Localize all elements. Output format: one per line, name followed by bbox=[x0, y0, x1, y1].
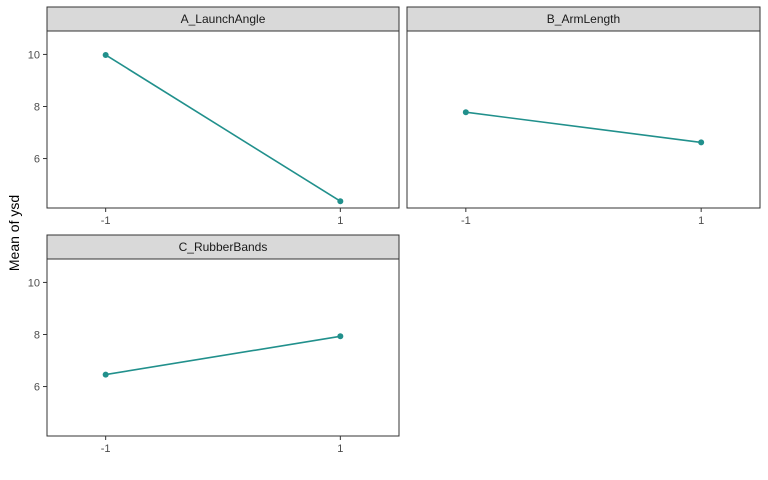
y-tick-label: 10 bbox=[28, 277, 40, 289]
x-tick-label: -1 bbox=[101, 443, 111, 455]
y-tick-label: 6 bbox=[34, 382, 40, 394]
series-line bbox=[105, 335, 341, 376]
strip-background bbox=[406, 6, 761, 32]
x-tick-label: 1 bbox=[337, 443, 343, 455]
data-point bbox=[698, 139, 705, 146]
series-line bbox=[465, 111, 702, 144]
strip-background bbox=[46, 6, 400, 32]
x-tick-label: 1 bbox=[337, 215, 343, 227]
y-tick-label: 10 bbox=[28, 49, 40, 61]
series-line bbox=[105, 54, 341, 202]
strip-label: B_ArmLength bbox=[547, 12, 620, 26]
data-point bbox=[337, 333, 344, 340]
y-axis-title: Mean of ysd bbox=[6, 195, 22, 271]
y-tick-label: 8 bbox=[34, 101, 40, 113]
x-tick-label: -1 bbox=[101, 215, 111, 227]
y-tick-label: 6 bbox=[34, 154, 40, 166]
panel-C_RubberBands: C_RubberBands 6 8 10 -1 1 bbox=[28, 234, 400, 455]
panel-border bbox=[46, 30, 400, 209]
data-point bbox=[462, 109, 469, 116]
x-tick-label: 1 bbox=[698, 215, 704, 227]
y-tick-label: 8 bbox=[34, 329, 40, 341]
panel-A_LaunchAngle: A_LaunchAngle 6 8 10 -1 1 bbox=[28, 6, 400, 227]
strip-label: C_RubberBands bbox=[179, 240, 268, 254]
data-point bbox=[337, 198, 344, 205]
data-point bbox=[102, 371, 109, 378]
data-point bbox=[102, 51, 109, 58]
strip-label: A_LaunchAngle bbox=[181, 12, 266, 26]
panel-border bbox=[46, 258, 400, 437]
x-tick-label: -1 bbox=[461, 215, 471, 227]
panel-border bbox=[406, 30, 761, 209]
panel-B_ArmLength: B_ArmLength -1 1 bbox=[406, 6, 761, 227]
